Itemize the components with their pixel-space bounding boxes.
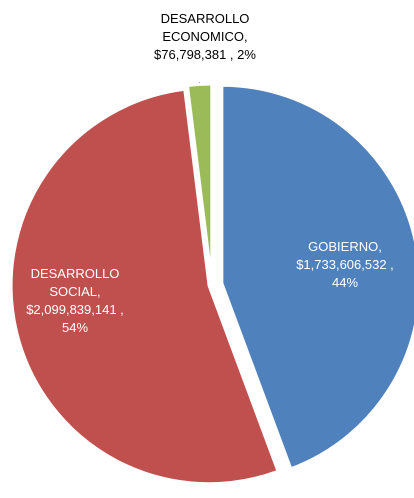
percent-label: 54% bbox=[61, 320, 89, 335]
percent-label: 44% bbox=[331, 275, 359, 290]
pie-slice bbox=[185, 82, 214, 283]
value-label: $1,733,606,532 , bbox=[296, 257, 394, 272]
value-label: $76,798,381 , 2% bbox=[154, 47, 256, 62]
category: DESARROLLO SOCIAL, bbox=[30, 266, 120, 299]
pie-slice bbox=[9, 87, 281, 486]
category: GOBIERNO, bbox=[308, 239, 382, 254]
category: DESARROLLO ECONOMICO, bbox=[160, 11, 250, 44]
data-label: DESARROLLO ECONOMICO, $76,798,381 , 2% bbox=[130, 10, 280, 64]
pie-slice bbox=[220, 83, 414, 471]
data-label: GOBIERNO, $1,733,606,532 , 44% bbox=[275, 238, 414, 292]
value-label: $2,099,839,141 , bbox=[26, 302, 124, 317]
data-label: DESARROLLO SOCIAL, $2,099,839,141 , 54% bbox=[5, 265, 145, 337]
